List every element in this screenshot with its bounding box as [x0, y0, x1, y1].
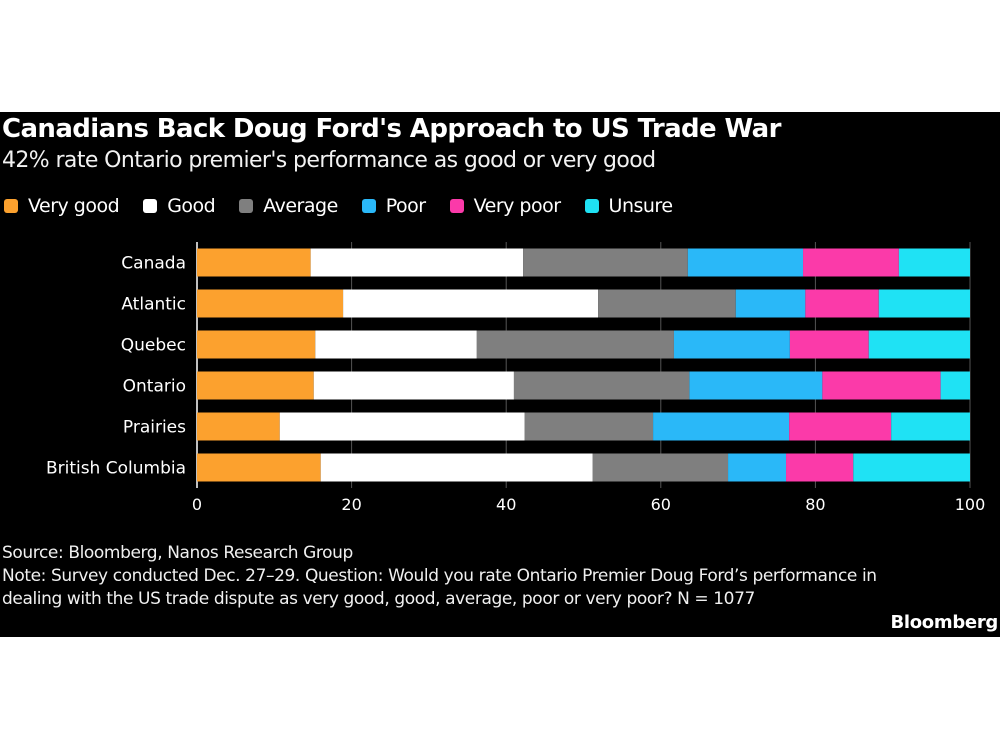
bar-segment-unsure: [940, 371, 970, 400]
bar-segment-good: [279, 412, 525, 441]
legend-item: Average: [239, 195, 338, 217]
legend: Very good Good Average Poor Very poor Unsure: [4, 194, 697, 218]
legend-swatch: [4, 199, 18, 213]
bar-segment-very-good: [197, 289, 344, 318]
bar-segment-good: [315, 330, 477, 359]
bar-segment-average: [524, 412, 654, 441]
chart-panel: Canadians Back Doug Ford's Approach to U…: [0, 112, 1000, 637]
legend-label: Average: [263, 195, 338, 217]
bloomberg-logo: Bloomberg: [890, 612, 998, 633]
source-text: Source: Bloomberg, Nanos Research Group: [2, 543, 353, 563]
category-label: Quebec: [121, 336, 186, 356]
legend-swatch: [239, 199, 254, 213]
bar-segment-very-poor: [789, 412, 892, 441]
x-tick-label: 80: [805, 495, 825, 514]
bar-segment-very-good: [197, 248, 311, 277]
legend-label: Poor: [385, 195, 426, 217]
bar-segment-very-good: [197, 371, 314, 400]
bar-segment-very-poor: [789, 330, 869, 359]
bar-segment-good: [313, 371, 514, 400]
bar-segment-average: [592, 453, 729, 482]
bar-segment-poor: [728, 453, 787, 482]
legend-label: Very poor: [473, 195, 561, 217]
footer-notes: Source: Bloomberg, Nanos Research Group …: [2, 542, 882, 611]
bar-segment-good: [320, 453, 593, 482]
category-label: British Columbia: [46, 459, 186, 479]
bar-segment-very-poor: [786, 453, 854, 482]
bar-segment-average: [598, 289, 736, 318]
bar-segment-good: [343, 289, 599, 318]
bar-segment-unsure: [878, 289, 970, 318]
bar-segment-average: [476, 330, 674, 359]
bar-segment-unsure: [853, 453, 970, 482]
bar-segment-good: [310, 248, 524, 277]
bar-segment-unsure: [891, 412, 970, 441]
legend-label: Unsure: [608, 195, 673, 217]
bar-segment-very-good: [197, 412, 280, 441]
legend-swatch: [449, 199, 464, 213]
legend-swatch: [361, 199, 376, 213]
bar-segment-very-poor: [805, 289, 879, 318]
bar-segment-average: [513, 371, 690, 400]
chart-plot: 0 20 40 60 80 100 Canada Atlantic Quebec Ontario P…: [46, 242, 986, 514]
legend-label: Good: [167, 195, 216, 217]
legend-label: Very good: [28, 195, 120, 217]
bar-segment-average: [523, 248, 688, 277]
chart-subtitle: 42% rate Ontario premier's performance a…: [2, 148, 656, 173]
bar-segment-poor: [653, 412, 790, 441]
category-label: Prairies: [123, 418, 186, 438]
bar-segment-poor: [687, 248, 804, 277]
legend-item: Poor: [361, 195, 426, 217]
category-label: Canada: [121, 254, 186, 274]
legend-swatch: [584, 199, 599, 213]
legend-item: Unsure: [584, 195, 673, 217]
bar-segment-very-poor: [803, 248, 899, 277]
x-tick-label: 20: [341, 495, 361, 514]
chart-title: Canadians Back Doug Ford's Approach to U…: [2, 114, 781, 144]
bar-segment-unsure: [868, 330, 970, 359]
x-tick-label: 40: [496, 495, 516, 514]
bar-segment-very-good: [197, 330, 316, 359]
bar-segment-poor: [689, 371, 823, 400]
x-tick-label: 0: [192, 495, 202, 514]
legend-item: Very poor: [449, 195, 561, 217]
legend-item: Good: [143, 195, 216, 217]
note-text: Note: Survey conducted Dec. 27–29. Quest…: [2, 566, 877, 609]
bar-segment-poor: [673, 330, 790, 359]
category-label: Ontario: [123, 377, 186, 397]
x-tick-label: 60: [651, 495, 671, 514]
bar-segment-very-poor: [822, 371, 941, 400]
category-label: Atlantic: [121, 295, 186, 315]
x-tick-label: 100: [955, 495, 986, 514]
bar-segment-unsure: [898, 248, 970, 277]
bar-segment-poor: [735, 289, 806, 318]
bar-segment-very-good: [197, 453, 321, 482]
legend-item: Very good: [4, 195, 120, 217]
legend-swatch: [143, 199, 158, 213]
